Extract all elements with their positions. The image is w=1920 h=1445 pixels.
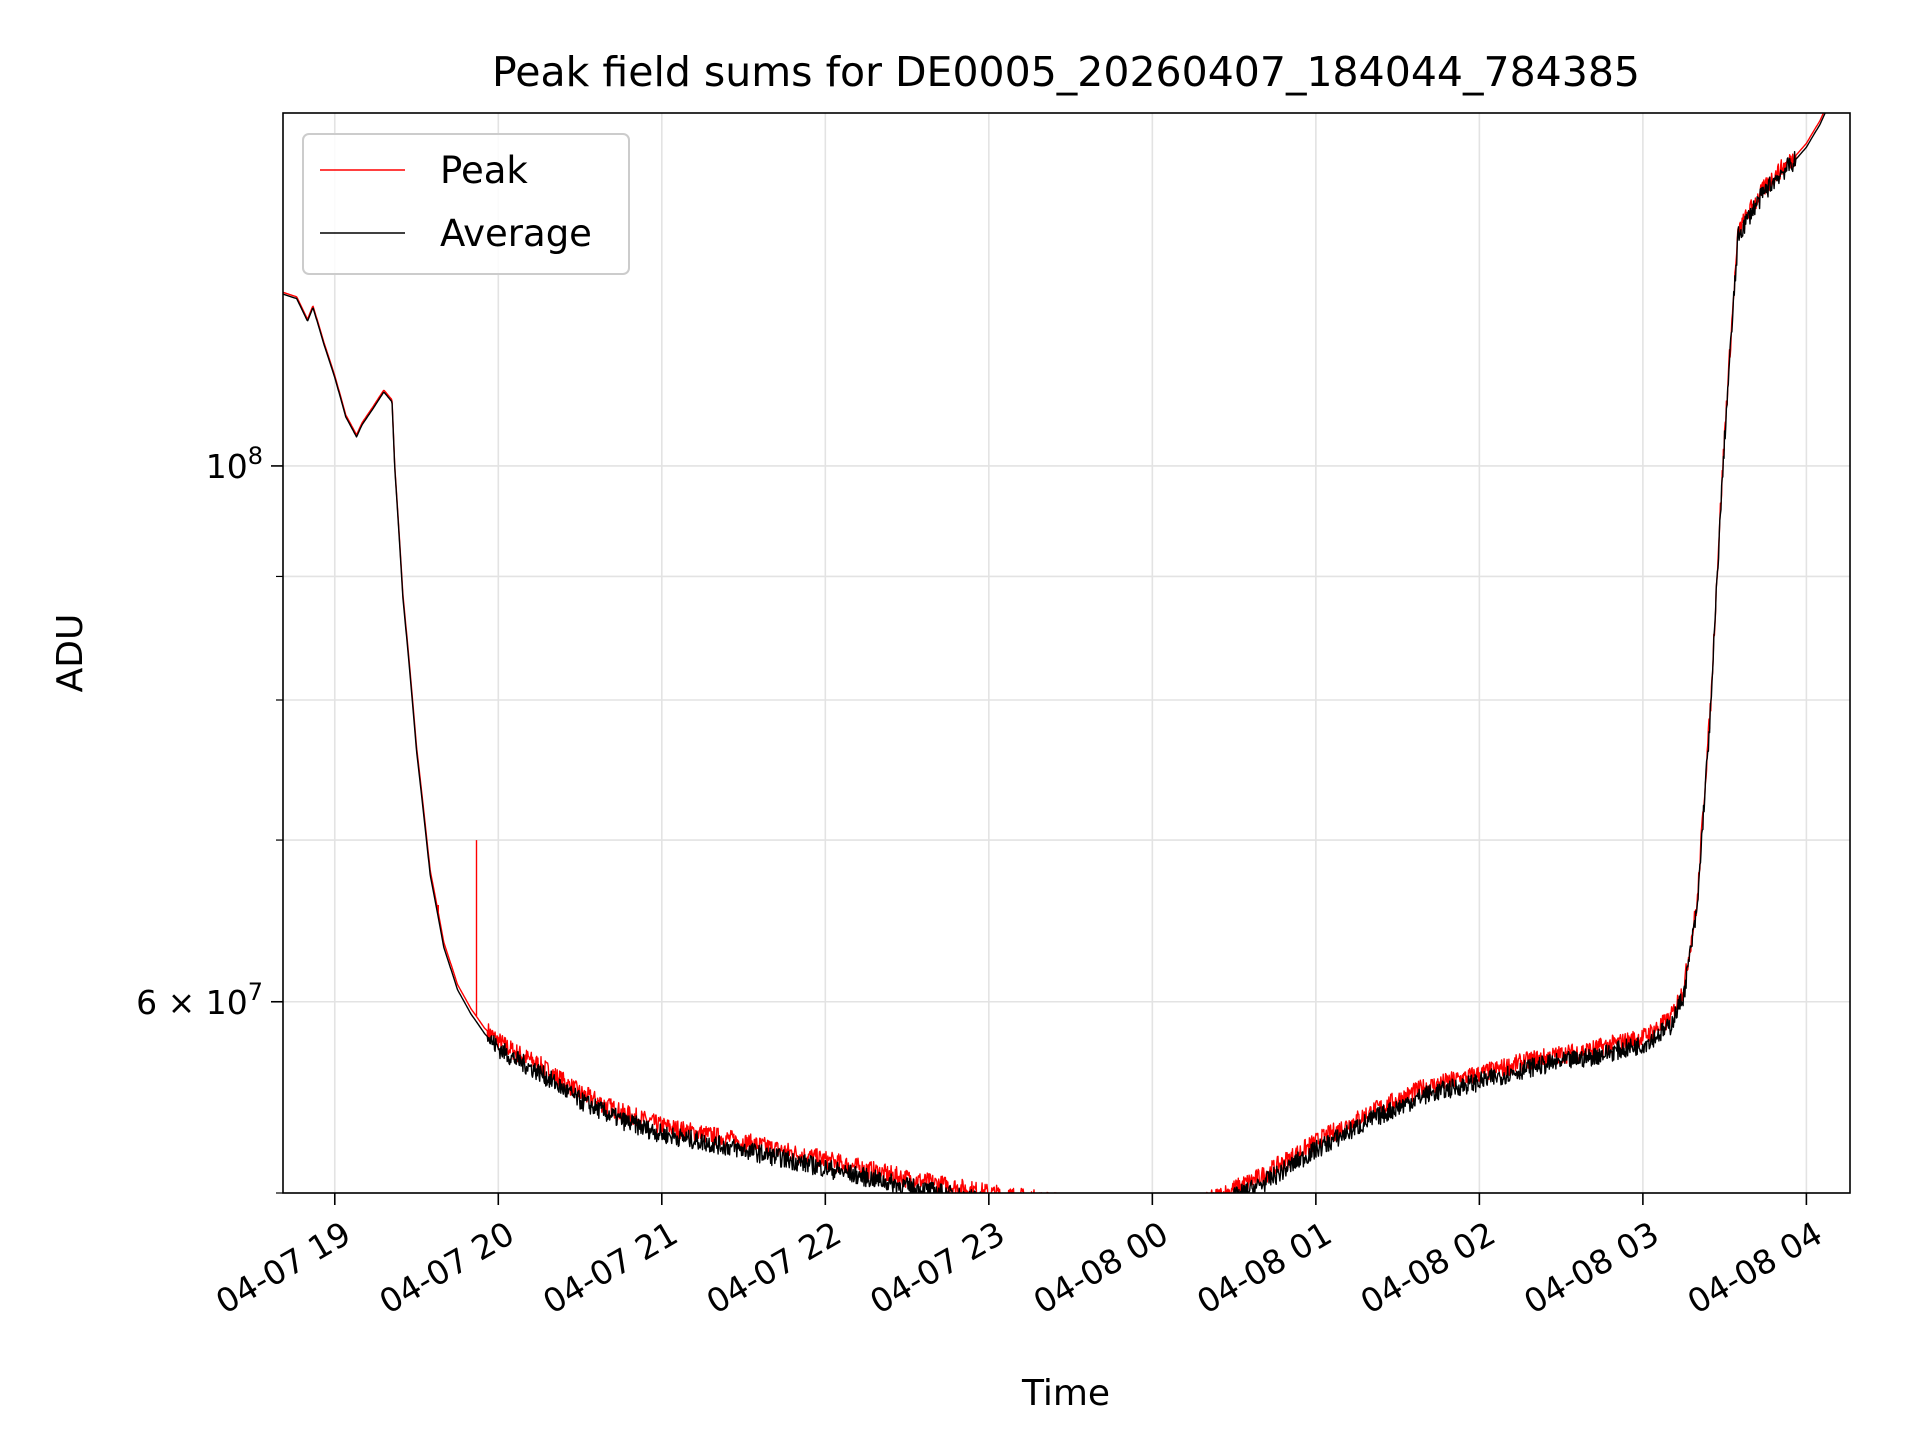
- x-axis-label: Time: [1021, 1373, 1110, 1414]
- grid-lines: [283, 113, 1850, 1194]
- series-line-average: [283, 113, 1826, 1193]
- legend-box: [302, 133, 630, 275]
- y-tick-label-base: 10: [206, 447, 248, 486]
- plot-area-frame: [282, 112, 1851, 1194]
- legend: Peak Average: [302, 133, 630, 275]
- legend-label-peak: Peak: [440, 149, 528, 192]
- y-tick-label: 6 × 107: [136, 978, 263, 1022]
- y-axis-label: ADU: [50, 614, 91, 693]
- chart-title: Peak field sums for DE0005_20260407_1840…: [492, 48, 1640, 96]
- y-tick-label-exponent: 8: [248, 442, 263, 470]
- plot-series: [283, 113, 1826, 1193]
- y-tick-label: 108: [206, 442, 263, 486]
- y-tick-label-exponent: 7: [248, 978, 263, 1006]
- legend-label-average: Average: [440, 212, 592, 255]
- y-tick-label-base: 6 × 10: [136, 983, 248, 1022]
